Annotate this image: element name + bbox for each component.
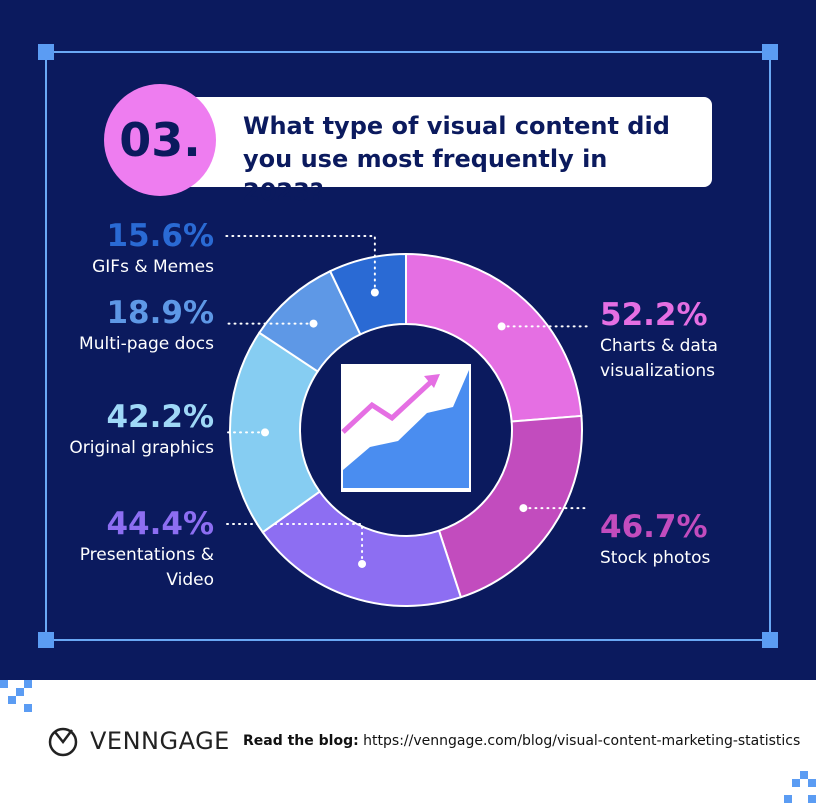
donut (225, 235, 589, 607)
badge: 03. (119, 113, 201, 167)
leader-dot (497, 322, 506, 331)
category-label: Multi-page docs (79, 334, 214, 354)
leader-line (225, 235, 376, 294)
donut-segment (229, 331, 322, 534)
donut-segment (405, 252, 583, 423)
frame-corners (38, 44, 778, 648)
value-label: 15.6% (106, 218, 214, 254)
leader-dot (370, 288, 379, 297)
blog-label: Read the blog: (243, 733, 359, 749)
category-label: Presentations & Video (79, 545, 214, 590)
value-label: 52.2% (600, 297, 708, 333)
category-label: GIFs & Memes (92, 257, 214, 277)
value-label: 44.4% (106, 506, 214, 542)
blog-url[interactable]: https://venngage.com/blog/visual-content… (363, 733, 801, 749)
donut-segment (437, 414, 583, 599)
donut-segment (261, 490, 463, 607)
leader-dot (358, 559, 367, 568)
donut-segment (328, 252, 407, 336)
center-icon (341, 364, 471, 492)
category-label: Charts & data visualizations (600, 336, 718, 381)
leader-dot (261, 428, 270, 437)
value-label: 42.2% (106, 399, 214, 435)
title-box (175, 97, 712, 187)
category-label: Original graphics (69, 438, 214, 458)
leader-dot (519, 504, 528, 513)
leader-dot (309, 319, 318, 328)
footer-logo-icon (48, 727, 78, 757)
pixel-decoration (0, 680, 816, 803)
value-label: 18.9% (106, 295, 214, 331)
chart-title: What type of visual content did you use … (243, 112, 670, 206)
blog-link: Read the blog: https://venngage.com/blog… (243, 733, 800, 749)
logo: VENNGAGE (90, 727, 230, 755)
category-label: Stock photos (600, 548, 711, 568)
leader-line (225, 523, 364, 565)
value-label: 46.7% (600, 509, 708, 545)
badge-circle (104, 84, 216, 196)
frame (45, 51, 771, 641)
